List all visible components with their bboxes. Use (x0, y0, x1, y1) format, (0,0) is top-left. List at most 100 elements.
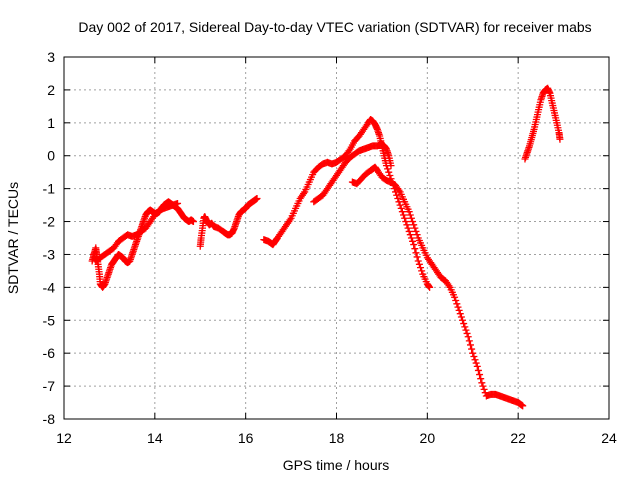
data-point (401, 214, 409, 222)
data-point (472, 359, 480, 367)
data-point (405, 227, 413, 235)
data-point (465, 337, 473, 345)
data-point (399, 211, 407, 219)
x-tick-label: 14 (147, 430, 163, 446)
series-segment-6 (348, 163, 527, 410)
data-point (393, 191, 401, 199)
data-point (395, 186, 403, 194)
data-point (402, 218, 410, 226)
data-point (406, 211, 414, 219)
x-tick-label: 22 (510, 430, 526, 446)
series-segment-4 (260, 116, 434, 291)
x-axis-label: GPS time / hours (283, 457, 390, 473)
data-point (445, 282, 453, 290)
data-points (88, 84, 564, 410)
data-point (468, 345, 476, 353)
data-point (413, 253, 421, 261)
y-tick-label: -1 (43, 181, 56, 197)
x-tick-labels: 12 14 16 18 20 22 24 (56, 430, 617, 446)
x-tick-label: 18 (329, 430, 345, 446)
series-segment-7 (521, 84, 564, 163)
y-tick-label: 1 (47, 115, 55, 131)
data-point (457, 313, 465, 321)
y-tick-label: -7 (43, 378, 56, 394)
data-point (455, 306, 463, 314)
data-point (386, 171, 394, 179)
data-point (398, 208, 406, 216)
data-point (405, 208, 413, 216)
data-point (387, 162, 395, 170)
data-point (410, 241, 418, 249)
y-tick-labels: -8 -7 -6 -5 -4 -3 -2 -1 0 1 2 3 (43, 49, 56, 427)
data-point (469, 349, 477, 357)
data-point (466, 341, 474, 349)
data-point (463, 329, 471, 337)
data-point (480, 385, 488, 393)
data-point (410, 221, 418, 229)
data-point (409, 237, 417, 245)
data-point (253, 195, 261, 203)
data-point (459, 316, 467, 324)
series-segment-1 (88, 198, 197, 291)
y-tick-label: 3 (47, 49, 55, 65)
y-tick-label: -4 (43, 279, 56, 295)
x-tick-label: 20 (420, 430, 436, 446)
data-point (407, 214, 415, 222)
data-point (403, 221, 411, 229)
data-point (478, 379, 486, 387)
data-point (412, 227, 420, 235)
data-point (462, 326, 470, 334)
data-point (426, 283, 434, 291)
data-point (174, 199, 182, 207)
series-segment-2 (90, 199, 182, 265)
data-point (474, 366, 482, 374)
data-point (415, 260, 423, 268)
data-point (345, 147, 353, 155)
data-point (406, 231, 414, 239)
data-point (384, 165, 392, 173)
data-point (476, 371, 484, 379)
axis-ticks (63, 56, 610, 420)
data-point (418, 267, 426, 275)
y-tick-label: -2 (43, 214, 56, 230)
data-point (407, 234, 415, 242)
y-tick-label: -6 (43, 345, 56, 361)
data-point (286, 216, 294, 224)
data-point (413, 231, 421, 239)
chart-title: Day 002 of 2017, Sidereal Day-to-day VTE… (78, 19, 591, 35)
data-point (414, 257, 422, 265)
data-point (451, 293, 459, 301)
x-tick-label: 16 (238, 430, 254, 446)
data-point (397, 204, 405, 212)
y-tick-label: -5 (43, 312, 56, 328)
data-point (473, 362, 481, 370)
y-tick-label: -3 (43, 246, 56, 262)
x-tick-label: 12 (56, 430, 72, 446)
data-point (385, 168, 393, 176)
data-point (470, 352, 478, 360)
data-point (396, 201, 404, 209)
data-point (417, 264, 425, 272)
y-tick-label: 2 (47, 82, 55, 98)
data-point (464, 333, 472, 341)
data-point (404, 224, 412, 232)
x-tick-label: 24 (601, 430, 617, 446)
data-point (454, 303, 462, 311)
data-point (411, 245, 419, 253)
y-tick-label: 0 (47, 148, 55, 164)
data-point (300, 190, 308, 198)
data-point (471, 356, 479, 364)
data-point (189, 218, 197, 226)
series-segment-3 (196, 195, 261, 250)
y-tick-label: -8 (43, 411, 56, 427)
y-axis-label: SDTVAR / TECUs (5, 182, 21, 294)
data-point (412, 249, 420, 257)
data-point (479, 382, 487, 390)
data-point (453, 300, 461, 308)
series-segment-5 (310, 140, 395, 206)
data-point (452, 297, 460, 305)
data-point (409, 218, 417, 226)
data-point (460, 320, 468, 328)
data-point (456, 310, 464, 318)
